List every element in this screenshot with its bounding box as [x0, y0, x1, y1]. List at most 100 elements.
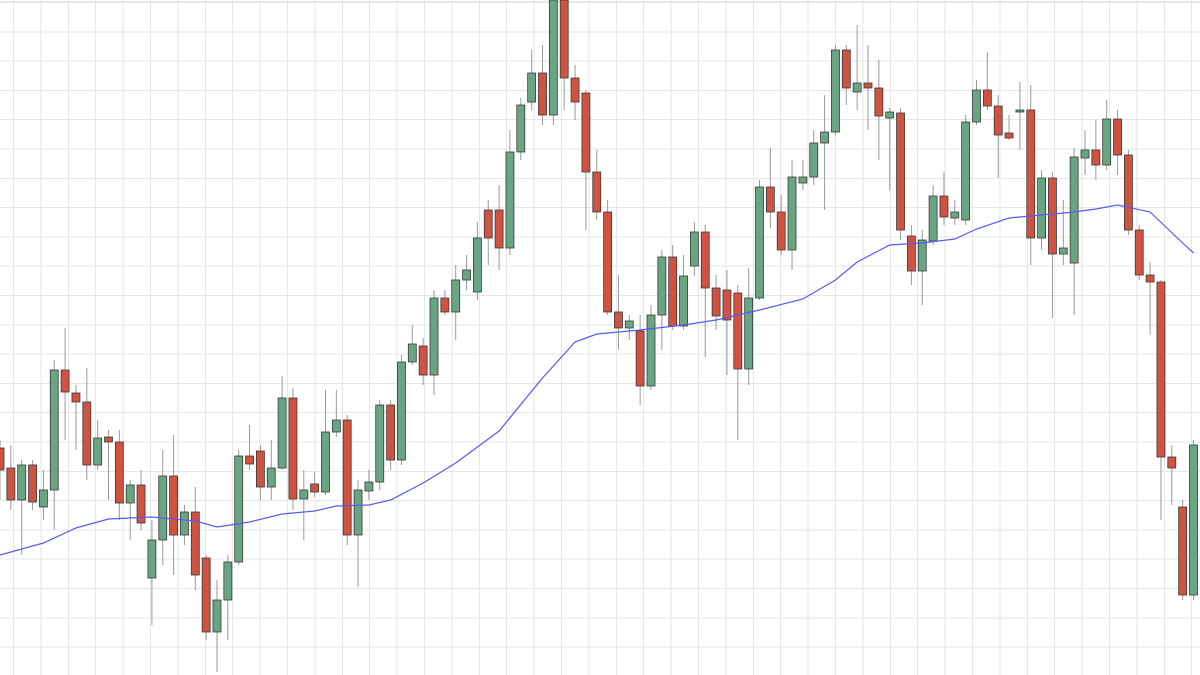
candle-body: [744, 297, 754, 370]
candle-body: [993, 105, 1003, 136]
candle-body: [798, 176, 808, 184]
candle-body: [1015, 109, 1025, 113]
candle-body: [831, 49, 840, 133]
candle-body: [212, 599, 222, 633]
candle-body: [722, 289, 732, 321]
candle-body: [972, 89, 981, 123]
candle-body: [114, 441, 124, 504]
candle-body: [1178, 506, 1188, 596]
candle-body: [299, 489, 309, 500]
candle-body: [950, 211, 960, 219]
candle-body: [765, 186, 775, 213]
candle-body: [711, 287, 721, 317]
candle-body: [776, 211, 786, 251]
candle-body: [516, 104, 526, 153]
candle-body: [104, 436, 113, 443]
candle-body: [223, 561, 233, 601]
candle-body: [874, 87, 884, 117]
candle-body: [1048, 177, 1057, 255]
candle-body: [169, 475, 179, 536]
candle-body: [147, 539, 157, 579]
candle-body: [353, 489, 363, 536]
candle-body: [429, 297, 439, 376]
candle-body: [440, 297, 450, 313]
candle-body: [180, 511, 189, 536]
candle-body: [418, 345, 428, 376]
candle-body: [386, 404, 396, 461]
candle-body: [49, 369, 59, 491]
candle-body: [1145, 274, 1155, 283]
candle-body: [624, 320, 634, 329]
candle-body: [1004, 132, 1014, 139]
candle-body: [6, 467, 16, 501]
candle-body: [1124, 154, 1133, 231]
candle-body: [266, 467, 276, 488]
candle-body: [472, 237, 482, 293]
candle-body: [917, 239, 927, 272]
candle-body: [907, 235, 916, 272]
candle-body: [841, 49, 851, 89]
candle-body: [961, 121, 971, 221]
candle-body: [234, 455, 244, 563]
candle-body: [538, 72, 547, 116]
candle-body: [527, 72, 537, 103]
candle-body: [548, 0, 558, 116]
candle-body: [570, 77, 580, 103]
candle-body: [1156, 281, 1166, 458]
candle-body: [494, 209, 504, 249]
candle-body: [1134, 229, 1144, 276]
candle-body: [136, 484, 146, 524]
candle-body: [700, 231, 710, 289]
candle-body: [787, 176, 797, 251]
candle-body: [277, 397, 287, 469]
candle-body: [896, 112, 905, 231]
candle-body: [71, 392, 81, 403]
candle-body: [592, 171, 602, 213]
candle-body: [581, 92, 591, 173]
candle-body: [614, 311, 623, 329]
candle-body: [321, 431, 330, 493]
candle-body: [1069, 156, 1079, 264]
candle-body: [559, 0, 569, 79]
candle-body: [17, 464, 27, 501]
candle-body: [982, 89, 992, 107]
candle-body: [60, 369, 70, 393]
candle-body: [939, 195, 949, 218]
candle-body: [852, 82, 862, 93]
candle-body: [1080, 149, 1090, 159]
candle-body: [863, 82, 873, 89]
candle-body: [158, 475, 168, 541]
candle-body: [1091, 149, 1101, 166]
moving-average-line: [0, 204, 1194, 556]
candle-body: [1113, 118, 1122, 156]
candle-body: [1058, 247, 1068, 255]
candle-body: [288, 397, 298, 500]
candle-body: [331, 419, 341, 433]
candle-body: [255, 450, 265, 488]
candle-body: [375, 404, 385, 483]
candle-body: [0, 447, 5, 471]
candle-body: [1189, 444, 1198, 596]
candle-body: [885, 111, 895, 119]
candle-body: [483, 209, 493, 239]
candle-body: [809, 142, 819, 178]
candle-body: [407, 343, 417, 363]
candle-body: [28, 464, 37, 503]
candle-body: [93, 437, 103, 466]
candle-body: [1026, 109, 1036, 239]
candle-body: [646, 314, 656, 387]
candle-body: [201, 557, 211, 633]
candle-body: [1037, 177, 1046, 239]
candle-body: [820, 131, 829, 144]
candle-body: [462, 269, 471, 281]
candle-body: [397, 361, 406, 461]
candle-body: [39, 489, 48, 508]
candle-body: [125, 484, 135, 504]
candle-body: [364, 481, 374, 492]
candle-body: [190, 511, 200, 576]
candle-body: [245, 455, 254, 465]
candle-body: [657, 256, 667, 316]
candle-body: [310, 483, 320, 493]
